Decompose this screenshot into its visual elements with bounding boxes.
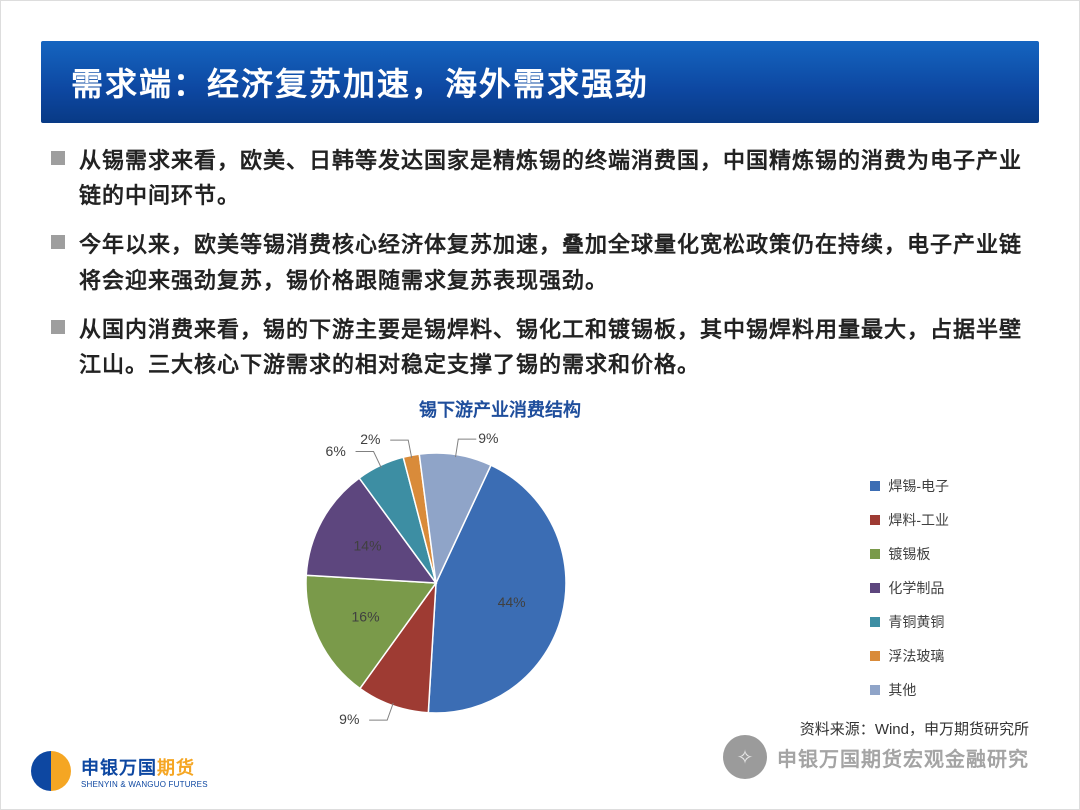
legend-swatch bbox=[870, 549, 880, 559]
legend-item: 其他 bbox=[870, 680, 949, 700]
legend-item: 化学制品 bbox=[870, 578, 949, 598]
pie-svg: 44% 16% 14% bbox=[291, 438, 581, 728]
legend-label: 化学制品 bbox=[888, 578, 944, 598]
bullet-text: 从国内消费来看，锡的下游主要是锡焊料、锡化工和镀锡板，其中锡焊料用量最大，占据半… bbox=[79, 312, 1029, 382]
legend-swatch bbox=[870, 651, 880, 661]
slice-label-out: 9% bbox=[339, 711, 359, 727]
pie-chart-region: 锡下游产业消费结构 44% 16% 14% 9% 6% 2% 9% 焊锡-电子焊料-工业镀… bbox=[51, 396, 1029, 756]
legend-swatch bbox=[870, 583, 880, 593]
slice-label-out: 9% bbox=[478, 430, 498, 446]
legend-label: 其他 bbox=[888, 680, 916, 700]
page-title: 需求端：经济复苏加速，海外需求强劲 bbox=[71, 59, 1009, 105]
chart-legend: 焊锡-电子焊料-工业镀锡板化学制品青铜黄铜浮法玻璃其他 bbox=[870, 476, 949, 714]
bullet-item: 从锡需求来看，欧美、日韩等发达国家是精炼锡的终端消费国，中国精炼锡的消费为电子产… bbox=[51, 143, 1029, 213]
footer-logo: 申银万国期货 SHENYIN & WANGUO FUTURES bbox=[31, 751, 208, 791]
logo-cn: 申银万国期货 bbox=[81, 754, 208, 780]
title-bar: 需求端：经济复苏加速，海外需求强劲 bbox=[41, 41, 1039, 123]
bullet-marker-icon bbox=[51, 151, 65, 165]
leader-line bbox=[356, 452, 382, 468]
chart-title: 锡下游产业消费结构 bbox=[51, 396, 1029, 422]
logo-en: SHENYIN & WANGUO FUTURES bbox=[81, 780, 208, 789]
bullet-list: 从锡需求来看，欧美、日韩等发达国家是精炼锡的终端消费国，中国精炼锡的消费为电子产… bbox=[51, 143, 1029, 382]
slice-label: 16% bbox=[352, 609, 380, 625]
bullet-text: 从锡需求来看，欧美、日韩等发达国家是精炼锡的终端消费国，中国精炼锡的消费为电子产… bbox=[79, 143, 1029, 213]
leader-line bbox=[369, 703, 393, 720]
bullet-marker-icon bbox=[51, 235, 65, 249]
watermark: ✧ 申银万国期货宏观金融研究 bbox=[723, 735, 1029, 779]
legend-swatch bbox=[870, 685, 880, 695]
pie-chart: 44%16%14% 9%6%2%9% bbox=[291, 438, 581, 728]
legend-item: 焊锡-电子 bbox=[870, 476, 949, 496]
legend-label: 青铜黄铜 bbox=[888, 612, 944, 632]
watermark-text: 申银万国期货宏观金融研究 bbox=[777, 743, 1029, 772]
legend-swatch bbox=[870, 515, 880, 525]
slice-label: 44% bbox=[498, 594, 526, 610]
logo-icon bbox=[31, 751, 71, 791]
bullet-item: 从国内消费来看，锡的下游主要是锡焊料、锡化工和镀锡板，其中锡焊料用量最大，占据半… bbox=[51, 312, 1029, 382]
watermark-icon: ✧ bbox=[723, 735, 767, 779]
logo-text: 申银万国期货 SHENYIN & WANGUO FUTURES bbox=[81, 754, 208, 789]
logo-cn-orange: 期货 bbox=[157, 758, 195, 778]
bullet-marker-icon bbox=[51, 320, 65, 334]
legend-swatch bbox=[870, 481, 880, 491]
legend-item: 焊料-工业 bbox=[870, 510, 949, 530]
legend-item: 镀锡板 bbox=[870, 544, 949, 564]
slide-container: 需求端：经济复苏加速，海外需求强劲 从锡需求来看，欧美、日韩等发达国家是精炼锡的… bbox=[0, 0, 1080, 810]
legend-item: 浮法玻璃 bbox=[870, 646, 949, 666]
legend-item: 青铜黄铜 bbox=[870, 612, 949, 632]
legend-label: 浮法玻璃 bbox=[888, 646, 944, 666]
bullet-item: 今年以来，欧美等锡消费核心经济体复苏加速，叠加全球量化宽松政策仍在持续，电子产业… bbox=[51, 227, 1029, 297]
slice-label-out: 2% bbox=[360, 431, 380, 447]
legend-label: 镀锡板 bbox=[888, 544, 930, 564]
legend-swatch bbox=[870, 617, 880, 627]
logo-cn-blue: 申银万国 bbox=[81, 758, 157, 778]
legend-label: 焊料-工业 bbox=[888, 510, 949, 530]
bullet-text: 今年以来，欧美等锡消费核心经济体复苏加速，叠加全球量化宽松政策仍在持续，电子产业… bbox=[79, 227, 1029, 297]
slice-label-out: 6% bbox=[326, 443, 346, 459]
slice-label: 14% bbox=[354, 538, 382, 554]
legend-label: 焊锡-电子 bbox=[888, 476, 949, 496]
